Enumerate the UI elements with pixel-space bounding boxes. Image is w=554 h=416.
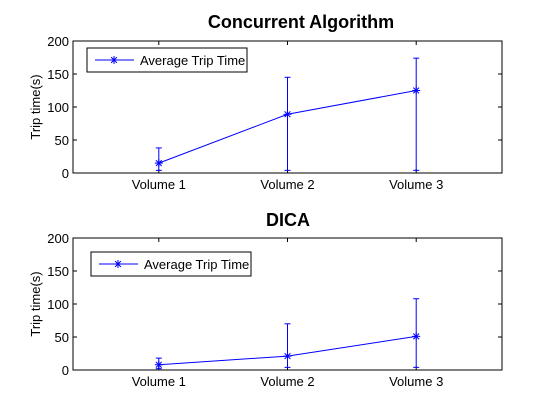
x-tick-label: Volume 2 — [260, 177, 314, 192]
chart-title: Concurrent Algorithm — [208, 12, 394, 32]
legend-label: Average Trip Time — [140, 53, 245, 68]
legend-marker-icon — [114, 260, 122, 268]
y-tick-label: 0 — [62, 363, 69, 378]
legend: Average Trip Time — [86, 47, 248, 73]
x-tick-label: Volume 1 — [132, 374, 186, 389]
x-tick-label: Volume 2 — [260, 374, 314, 389]
marker-stroke — [284, 352, 291, 360]
y-tick-label: 200 — [47, 231, 69, 246]
legend-label: Average Trip Time — [144, 257, 249, 272]
series-markers — [154, 332, 421, 369]
data-point-marker — [154, 159, 163, 168]
legend-asterisk — [110, 56, 118, 64]
marker-stroke — [114, 260, 122, 268]
marker-stroke — [110, 56, 118, 64]
data-point-marker — [154, 360, 163, 369]
y-tick-label: 150 — [47, 67, 69, 82]
y-tick-label: 50 — [55, 133, 69, 148]
y-tick-label: 100 — [47, 100, 69, 115]
y-tick-label: 150 — [47, 264, 69, 279]
y-tick-label: 200 — [47, 34, 69, 49]
axis-ticks: 0 50 100 150 200 Volume 1 Volume 2 Volume 3 — [47, 34, 502, 192]
axis-ticks: 0 50 100 150 200 Volume 1 Volume 2 Volume 3 — [47, 231, 502, 389]
data-point-marker — [412, 332, 421, 341]
marker-stroke — [412, 333, 420, 340]
y-axis-label: Trip time(s) — [28, 74, 43, 139]
data-point-marker — [412, 86, 421, 95]
data-point-marker — [283, 110, 292, 119]
error-bar — [284, 76, 291, 171]
x-tick-label: Volume 1 — [132, 177, 186, 192]
legend-marker-icon — [110, 56, 118, 64]
legend: Average Trip Time — [90, 251, 252, 277]
data-point-marker — [283, 352, 292, 361]
marker-stroke — [412, 87, 420, 94]
marker-stroke — [284, 111, 291, 118]
x-tick-label: Volume 3 — [389, 374, 443, 389]
y-tick-label: 50 — [55, 330, 69, 345]
y-tick-label: 100 — [47, 297, 69, 312]
chart-concurrent-algorithm: Concurrent Algorithm Trip time(s) 0 50 100… — [28, 12, 503, 192]
y-tick-label: 0 — [62, 166, 69, 181]
marker-stroke — [155, 159, 163, 167]
chart-title: DICA — [266, 210, 310, 230]
error-bar — [413, 57, 420, 171]
series-markers — [154, 86, 421, 168]
chart-dica: DICA Trip time(s) 0 50 100 150 200 Volume 1 Vo… — [28, 210, 503, 389]
legend-asterisk — [114, 260, 122, 268]
marker-stroke — [155, 361, 163, 368]
y-axis-label: Trip time(s) — [28, 271, 43, 336]
x-tick-label: Volume 3 — [389, 177, 443, 192]
